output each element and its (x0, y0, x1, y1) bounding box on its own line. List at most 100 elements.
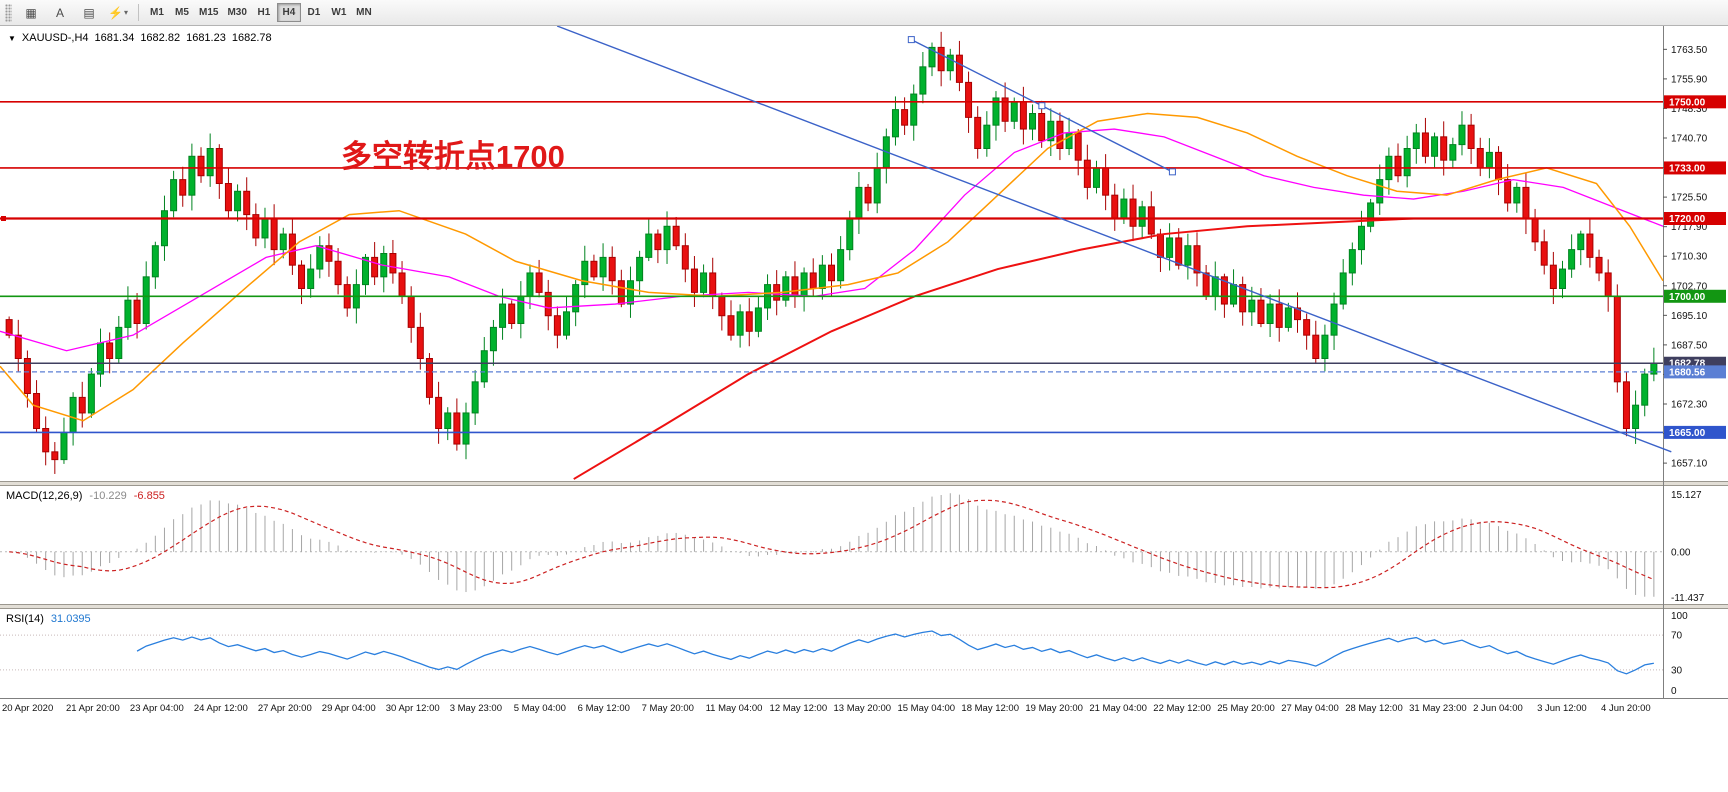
chart-svg: 1763.501755.901748.301740.701733.101725.… (0, 26, 1728, 792)
time-label: 15 May 04:00 (897, 703, 955, 714)
timeframe-w1[interactable]: W1 (331, 7, 347, 18)
svg-text:1717.90: 1717.90 (1671, 222, 1708, 233)
svg-text:1680.56: 1680.56 (1669, 367, 1706, 378)
text-annotation-icon[interactable]: A (55, 5, 64, 20)
ohlc-low: 1681.23 (186, 32, 226, 44)
price-badge-1733.00 (1664, 161, 1726, 175)
trendline-handle[interactable] (1168, 168, 1176, 176)
ma-mid-orange (0, 112, 1664, 422)
price-badge-1700.00 (1664, 289, 1726, 303)
time-label: 19 May 20:00 (1025, 703, 1083, 714)
chart-annotation: 多空转折点1700 (340, 139, 565, 174)
svg-text:1748.30: 1748.30 (1671, 104, 1708, 115)
time-label: 4 Jun 20:00 (1601, 703, 1651, 714)
time-label: 27 May 04:00 (1281, 703, 1339, 714)
macd-signal-value: -6.855 (133, 490, 165, 502)
time-label: 13 May 20:00 (834, 703, 892, 714)
time-label: 25 May 20:00 (1217, 703, 1275, 714)
time-label: 3 Jun 12:00 (1537, 703, 1587, 714)
symbol-dropdown-icon[interactable]: ▼ (8, 33, 16, 43)
price-badge-1680.56 (1664, 365, 1726, 379)
toolbar: ▦ A ▤ ⚡ ▾ M1 M5 M15 M30 H1 H4 D1 W1 MN (0, 0, 1728, 26)
time-label: 18 May 12:00 (961, 703, 1019, 714)
ohlc-open: 1681.34 (94, 32, 135, 44)
time-label: 6 May 12:00 (578, 703, 630, 714)
svg-text:1763.50: 1763.50 (1671, 45, 1708, 56)
time-label: 30 Apr 12:00 (386, 703, 440, 714)
svg-text:1755.90: 1755.90 (1671, 74, 1708, 85)
svg-text:0: 0 (1671, 686, 1677, 697)
symbol-name: XAUUSD-,H4 (21, 32, 89, 44)
svg-text:1702.70: 1702.70 (1671, 281, 1708, 292)
time-label: 11 May 04:00 (706, 703, 763, 714)
time-label: 3 May 23:00 (450, 703, 502, 714)
svg-text:1672.30: 1672.30 (1671, 400, 1708, 411)
time-label: 5 May 04:00 (514, 703, 566, 714)
timeframe-group: M1 M5 M15 M30 H1 H4 D1 W1 MN (145, 3, 376, 22)
timeframe-m15[interactable]: M15 (199, 7, 219, 18)
timeframe-d1[interactable]: D1 (307, 7, 321, 18)
ohlc-high: 1682.82 (140, 32, 181, 44)
time-label: 23 Apr 04:00 (130, 703, 184, 714)
timeframe-h4[interactable]: H4 (276, 3, 301, 22)
timeframe-mn[interactable]: MN (356, 7, 372, 18)
objects-list-icon[interactable]: ▤ (83, 5, 95, 20)
time-label: 2 Jun 04:00 (1473, 703, 1523, 714)
svg-text:1720.00: 1720.00 (1669, 214, 1706, 225)
toolbar-grip[interactable] (5, 3, 12, 22)
symbol-ohlc-line: ▼ XAUUSD-,H4 1681.34 1682.82 1681.23 168… (8, 32, 272, 44)
candles-bull (60, 42, 1658, 464)
ohlc-close: 1682.78 (231, 32, 272, 44)
toolbar-separator (138, 4, 139, 21)
macd-histogram (17, 493, 1655, 597)
time-label: 24 Apr 12:00 (194, 703, 248, 714)
trendline-handle[interactable] (1038, 102, 1046, 110)
time-label: 28 May 12:00 (1345, 703, 1403, 714)
time-label: 27 Apr 20:00 (258, 703, 312, 714)
price-badge-1750.00 (1664, 95, 1726, 109)
svg-text:-11.437: -11.437 (1671, 593, 1705, 604)
time-label: 29 Apr 04:00 (322, 703, 376, 714)
svg-text:1665.00: 1665.00 (1669, 428, 1706, 439)
timeframe-h1[interactable]: H1 (257, 7, 271, 18)
trendline-handle[interactable] (907, 36, 915, 44)
svg-text:1740.70: 1740.70 (1671, 134, 1708, 145)
chart-canvas[interactable]: 1763.501755.901748.301740.701733.101725.… (0, 26, 1728, 792)
time-label: 31 May 23:00 (1409, 703, 1467, 714)
rsi-value: 31.0395 (50, 613, 91, 625)
svg-text:1687.50: 1687.50 (1671, 340, 1708, 351)
svg-text:1710.30: 1710.30 (1671, 252, 1708, 263)
timeframe-m1[interactable]: M1 (150, 7, 164, 18)
template-icon[interactable]: ⚡ ▾ (108, 5, 128, 20)
panel-splitter[interactable] (0, 481, 1728, 486)
price-scale[interactable] (1663, 26, 1728, 698)
panel-splitter[interactable] (0, 604, 1728, 609)
macd-main-value: -10.229 (89, 490, 127, 502)
time-label: 21 Apr 20:00 (66, 703, 120, 714)
svg-text:15.127: 15.127 (1671, 490, 1702, 501)
chart-window-icon[interactable]: ▦ (25, 5, 37, 20)
timeframe-m30[interactable]: M30 (227, 7, 247, 18)
svg-text:30: 30 (1671, 665, 1683, 676)
svg-text:1700.00: 1700.00 (1669, 292, 1706, 303)
dropdown-caret-icon: ▾ (123, 8, 128, 17)
time-label: 12 May 12:00 (770, 703, 828, 714)
time-label: 21 May 04:00 (1089, 703, 1147, 714)
macd-name: MACD(12,26,9) (6, 490, 83, 502)
svg-text:70: 70 (1671, 631, 1683, 642)
rsi-indicator-label: RSI(14) 31.0395 (6, 613, 91, 625)
timeframe-m5[interactable]: M5 (175, 7, 189, 18)
price-badge-1720.00 (1664, 212, 1726, 225)
ma-fast-magenta (0, 128, 1664, 352)
price-badge-1665.00 (1664, 425, 1726, 439)
trendline[interactable] (556, 26, 1672, 453)
svg-text:1695.10: 1695.10 (1671, 311, 1708, 322)
time-scale[interactable] (0, 698, 1728, 718)
svg-text:1657.10: 1657.10 (1671, 459, 1708, 470)
macd-indicator-label: MACD(12,26,9) -10.229 -6.855 (6, 490, 165, 502)
time-label: 22 May 12:00 (1153, 703, 1211, 714)
svg-text:100: 100 (1671, 611, 1688, 622)
toolbar-icons: ▦ A ▤ ⚡ ▾ (17, 2, 132, 24)
svg-text:1725.50: 1725.50 (1671, 193, 1708, 204)
